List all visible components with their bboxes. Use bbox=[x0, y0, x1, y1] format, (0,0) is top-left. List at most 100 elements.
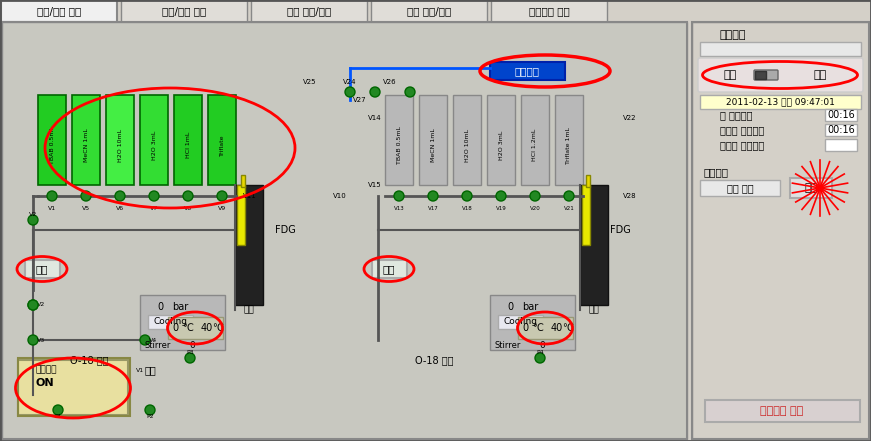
Text: V5: V5 bbox=[82, 206, 90, 210]
Text: ℃: ℃ bbox=[213, 323, 224, 333]
Circle shape bbox=[345, 87, 355, 97]
Bar bbox=[121, 0, 247, 22]
Bar bbox=[490, 295, 575, 350]
Bar bbox=[148, 315, 193, 329]
Circle shape bbox=[564, 191, 574, 201]
Text: Stirrer: Stirrer bbox=[145, 340, 172, 350]
Text: 배출: 배출 bbox=[244, 306, 254, 314]
Text: V2: V2 bbox=[29, 213, 37, 217]
Text: 좌측 합성: 좌측 합성 bbox=[726, 183, 753, 193]
Circle shape bbox=[530, 191, 540, 201]
Text: 총 경과시간: 총 경과시간 bbox=[720, 110, 753, 120]
Text: 0: 0 bbox=[172, 323, 178, 333]
Bar bbox=[38, 95, 66, 185]
Text: 0: 0 bbox=[507, 302, 513, 312]
Text: 시작: 시작 bbox=[805, 183, 818, 193]
Bar bbox=[241, 175, 245, 187]
Circle shape bbox=[217, 191, 227, 201]
Text: H2O 3mL: H2O 3mL bbox=[498, 130, 503, 160]
Text: FDG: FDG bbox=[610, 225, 631, 235]
Bar bbox=[18, 358, 130, 416]
Bar bbox=[2, 22, 687, 439]
Text: FDG: FDG bbox=[274, 225, 295, 235]
Text: V27: V27 bbox=[353, 97, 367, 103]
Text: 2011-02-13 오전 09:47:01: 2011-02-13 오전 09:47:01 bbox=[726, 97, 834, 106]
Bar bbox=[237, 185, 245, 245]
Bar bbox=[518, 317, 573, 339]
Bar bbox=[371, 0, 487, 22]
Bar bbox=[72, 95, 100, 185]
Text: 00:16: 00:16 bbox=[827, 110, 854, 120]
Bar bbox=[825, 109, 857, 121]
FancyBboxPatch shape bbox=[754, 70, 778, 80]
Text: 프로그램 종료: 프로그램 종료 bbox=[760, 406, 804, 416]
Bar bbox=[453, 95, 481, 185]
Circle shape bbox=[28, 335, 38, 345]
Text: HCl 1mL: HCl 1mL bbox=[186, 132, 191, 158]
Circle shape bbox=[47, 191, 57, 201]
Text: P4: P4 bbox=[537, 350, 544, 355]
Bar bbox=[755, 71, 766, 79]
Circle shape bbox=[140, 335, 150, 345]
Circle shape bbox=[428, 191, 438, 201]
Text: H2O 3mL: H2O 3mL bbox=[152, 130, 157, 160]
Text: V6: V6 bbox=[116, 206, 124, 210]
Bar bbox=[208, 95, 236, 185]
Circle shape bbox=[185, 353, 195, 363]
Text: H2O 10mL: H2O 10mL bbox=[118, 128, 123, 161]
Text: HCl 1.2mL: HCl 1.2mL bbox=[532, 129, 537, 161]
Circle shape bbox=[28, 300, 38, 310]
Bar bbox=[140, 95, 168, 185]
Text: V10: V10 bbox=[333, 193, 347, 199]
Bar bbox=[705, 400, 860, 422]
Text: 배출: 배출 bbox=[589, 306, 599, 314]
Text: Stirrer: Stirrer bbox=[495, 340, 521, 350]
Text: 자동: 자동 bbox=[814, 70, 827, 80]
Text: ON: ON bbox=[35, 378, 54, 388]
Circle shape bbox=[28, 300, 38, 310]
Bar bbox=[700, 42, 861, 56]
Text: Triflate 1mL: Triflate 1mL bbox=[566, 127, 571, 164]
Text: 세척/합성 모드: 세척/합성 모드 bbox=[37, 6, 81, 16]
Text: MeCN 1mL: MeCN 1mL bbox=[430, 128, 436, 162]
Bar bbox=[25, 260, 60, 278]
Text: O-18 회수: O-18 회수 bbox=[415, 355, 454, 365]
Text: V21: V21 bbox=[564, 206, 574, 210]
Circle shape bbox=[496, 191, 506, 201]
FancyBboxPatch shape bbox=[698, 58, 863, 92]
Circle shape bbox=[462, 191, 472, 201]
Bar bbox=[270, 220, 300, 240]
Bar bbox=[825, 124, 857, 136]
Text: Cooling: Cooling bbox=[503, 318, 537, 326]
Text: 0: 0 bbox=[157, 302, 163, 312]
Text: 좌측 온도/압력: 좌측 온도/압력 bbox=[287, 6, 331, 16]
Text: P1: P1 bbox=[54, 414, 62, 419]
Bar bbox=[790, 178, 832, 198]
Bar bbox=[1, 0, 117, 22]
Text: MeCN 1mL: MeCN 1mL bbox=[84, 128, 89, 162]
Text: V15: V15 bbox=[368, 182, 381, 188]
Text: TBAB 0.5mL: TBAB 0.5mL bbox=[396, 126, 402, 164]
Text: Triflate: Triflate bbox=[219, 134, 225, 156]
Text: 진공펌프: 진공펌프 bbox=[35, 366, 57, 374]
Circle shape bbox=[81, 191, 91, 201]
Text: V7: V7 bbox=[150, 206, 159, 210]
Text: P3: P3 bbox=[186, 350, 194, 355]
Text: bar: bar bbox=[522, 302, 538, 312]
Text: V17: V17 bbox=[428, 206, 438, 210]
Text: V8: V8 bbox=[184, 206, 192, 210]
Bar bbox=[372, 260, 407, 278]
Text: 현단계 소요시간: 현단계 소요시간 bbox=[720, 125, 764, 135]
Text: 진행단계: 진행단계 bbox=[720, 30, 746, 40]
Text: V22: V22 bbox=[624, 115, 637, 121]
Text: V4: V4 bbox=[149, 337, 157, 343]
Bar bbox=[251, 0, 367, 22]
Text: 우측 온도/압력: 우측 온도/압력 bbox=[407, 6, 451, 16]
Text: V11: V11 bbox=[243, 193, 257, 199]
Text: V14: V14 bbox=[368, 115, 381, 121]
Circle shape bbox=[394, 191, 404, 201]
Text: P2: P2 bbox=[146, 414, 154, 419]
Bar bbox=[582, 185, 590, 245]
Circle shape bbox=[535, 353, 545, 363]
Text: ℃: ℃ bbox=[183, 323, 193, 333]
